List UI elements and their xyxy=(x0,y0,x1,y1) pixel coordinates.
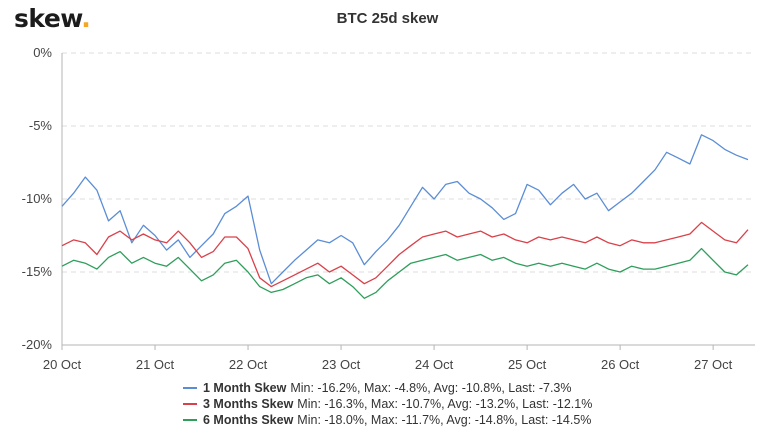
legend-series-stats: Min: -16.3%, Max: -10.7%, Avg: -13.2%, L… xyxy=(297,397,593,411)
y-tick-label: 0% xyxy=(33,45,52,60)
legend-series-name: 6 Months Skew xyxy=(203,413,294,427)
y-axis-ticks: 0% -5% -10% -15% -20% xyxy=(22,45,53,352)
logo-dot: . xyxy=(81,4,91,33)
series-lines xyxy=(61,134,749,299)
y-tick-label: -5% xyxy=(29,118,53,133)
y-tick-label: -20% xyxy=(22,337,53,352)
legend-item[interactable]: 6 Months Skew Min: -18.0%, Max: -11.7%, A… xyxy=(183,412,592,428)
x-tick-label: 20 Oct xyxy=(43,357,82,372)
legend-swatch xyxy=(183,419,197,421)
y-tick-label: -10% xyxy=(22,191,53,206)
series-line-2 xyxy=(61,221,749,288)
legend-swatch xyxy=(183,387,197,389)
x-tick-label: 22 Oct xyxy=(229,357,268,372)
chart-title: BTC 25d skew xyxy=(336,10,439,27)
grid-lines xyxy=(62,52,755,273)
series-line-3 xyxy=(61,247,749,299)
x-tick-label: 26 Oct xyxy=(601,357,640,372)
logo-text: skew xyxy=(14,4,82,33)
legend-item[interactable]: 1 Month Skew Min: -16.2%, Max: -4.8%, Avg… xyxy=(183,380,592,396)
y-tick-label: -15% xyxy=(22,264,53,279)
x-tick-label: 23 Oct xyxy=(322,357,361,372)
legend-item[interactable]: 3 Months Skew Min: -16.3%, Max: -10.7%, A… xyxy=(183,396,592,412)
x-tick-label: 21 Oct xyxy=(136,357,175,372)
x-tick-label: 25 Oct xyxy=(508,357,547,372)
legend-series-name: 3 Months Skew xyxy=(203,397,294,411)
series-line-1 xyxy=(61,134,749,285)
axes xyxy=(61,53,755,346)
legend-series-stats: Min: -16.2%, Max: -4.8%, Avg: -10.8%, La… xyxy=(290,381,572,395)
legend: 1 Month Skew Min: -16.2%, Max: -4.8%, Avg… xyxy=(183,380,592,428)
x-tick-label: 24 Oct xyxy=(415,357,454,372)
legend-series-stats: Min: -18.0%, Max: -11.7%, Avg: -14.8%, L… xyxy=(297,413,592,427)
x-tick-label: 27 Oct xyxy=(694,357,733,372)
skew-logo: skew. xyxy=(14,4,91,33)
x-axis-ticks: 20 Oct 21 Oct 22 Oct 23 Oct 24 Oct 25 Oct 26 O… xyxy=(43,345,733,372)
legend-swatch xyxy=(183,403,197,405)
legend-series-name: 1 Month Skew xyxy=(203,381,287,395)
